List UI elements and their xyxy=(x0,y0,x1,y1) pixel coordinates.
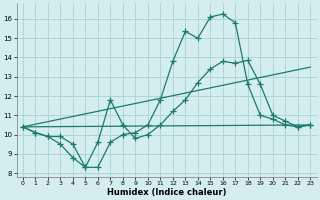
X-axis label: Humidex (Indice chaleur): Humidex (Indice chaleur) xyxy=(107,188,226,197)
